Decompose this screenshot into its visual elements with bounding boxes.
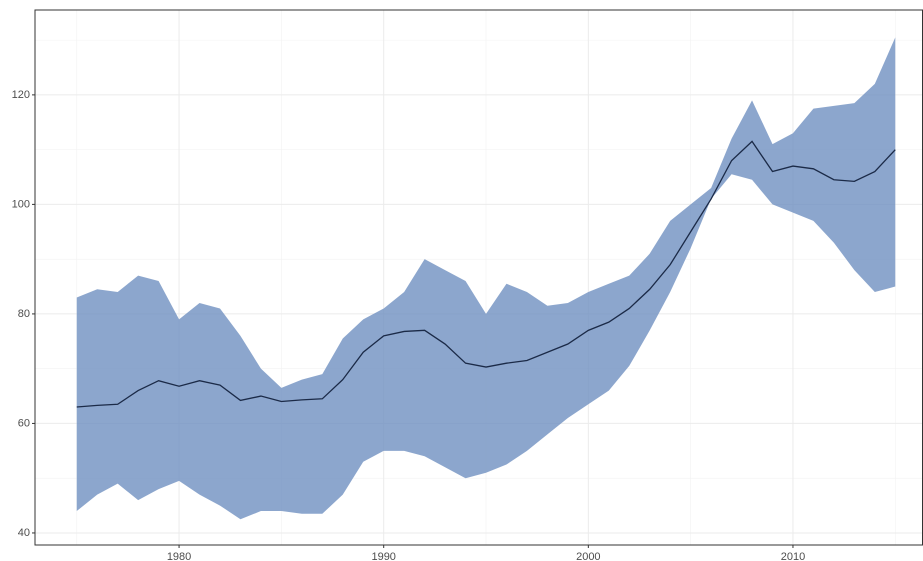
confidence-band [76,37,896,520]
x-tick-label: 1980 [167,551,191,561]
y-tick-label: 60 [18,417,30,429]
x-tick-label: 1990 [371,551,395,561]
y-tick-label: 40 [18,527,30,539]
x-tick-label: 2000 [576,551,600,561]
y-tick-label: 120 [12,89,30,101]
y-tick-label: 80 [18,308,30,320]
x-tick-label: 2010 [781,551,805,561]
trend-line [76,140,896,408]
y-tick-label: 100 [12,198,30,210]
